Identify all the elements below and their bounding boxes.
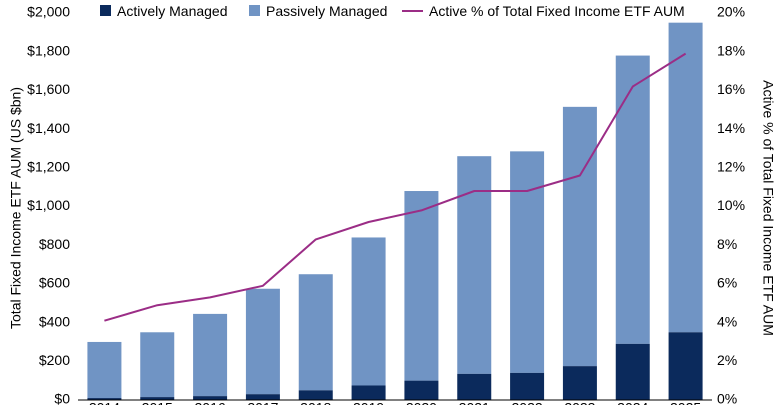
y2-axis-title-text: Active % of Total Fixed Income ETF AUM [760, 80, 776, 336]
bar-active-2022 [510, 372, 545, 400]
x-tick-label-2015: 2015 [142, 399, 173, 405]
y2-axis-title: Active % of Total Fixed Income ETF AUM [760, 80, 776, 336]
bar-passive-2019 [351, 237, 386, 386]
y-tick-label: $0 [54, 391, 70, 405]
bar-active-2017 [245, 394, 280, 400]
y2-tick-label: 16% [717, 81, 745, 97]
y-axis-title-text: Total Fixed Income ETF AUM (US $bn) [8, 87, 24, 329]
x-tick-label-2022: 2022 [512, 399, 543, 405]
bar-passive-2018 [298, 274, 333, 391]
y2-tick-label: 10% [717, 197, 745, 213]
x-tick-label-2014: 2014 [89, 399, 120, 405]
bar-active-2019 [351, 385, 386, 400]
bar-passive-2023 [562, 106, 597, 367]
bar-passive-2021 [457, 156, 492, 374]
x-tick-label-2025: 2025 [670, 399, 701, 405]
y-tick-label: $1,400 [27, 120, 70, 136]
x-tick-label-2021: 2021 [459, 399, 490, 405]
x-tick-label-2023: 2023 [564, 399, 595, 405]
x-tick-label-2018: 2018 [300, 399, 331, 405]
bar-active-2014 [87, 398, 122, 400]
x-tick-label-2017: 2017 [247, 399, 278, 405]
y-tick-label: $200 [39, 352, 70, 368]
bar-passive-2016 [193, 313, 228, 397]
legend: Actively Managed Passively Managed Activ… [100, 3, 685, 19]
y-tick-label: $1,800 [27, 42, 70, 58]
bar-passive-2022 [510, 151, 545, 373]
line-series-active-pct [104, 52, 687, 322]
bar-passive-2014 [87, 341, 122, 399]
y2-tick-label: 12% [717, 159, 745, 175]
y-tick-label: $1,000 [27, 197, 70, 213]
legend-swatch-active [100, 5, 111, 16]
x-tick-label-2020: 2020 [406, 399, 437, 405]
y2-tick-label: 20% [717, 4, 745, 20]
bar-active-2016 [193, 396, 228, 400]
plot-area: 2014 2015 2016 2017 2018 2019 2020 2021 2022 2023… [27, 4, 745, 405]
legend-label-passive: Passively Managed [266, 3, 387, 19]
bar-active-2024 [615, 343, 650, 400]
x-tick-label-2024: 2024 [617, 399, 648, 405]
bar-passive-2015 [140, 332, 175, 398]
bar-active-2018 [298, 390, 333, 400]
y-tick-label: $1,600 [27, 81, 70, 97]
y2-tick-label: 18% [717, 42, 745, 58]
bar-passive-2025 [668, 22, 703, 333]
y2-tick-label: 6% [717, 275, 737, 291]
y-tick-label: $400 [39, 313, 70, 329]
y-tick-label: $800 [39, 236, 70, 252]
legend-label-active: Actively Managed [117, 3, 228, 19]
x-tick-label-2016: 2016 [195, 399, 226, 405]
bar-passive-2017 [245, 288, 280, 395]
bar-active-2020 [404, 380, 439, 400]
bar-passive-2024 [615, 55, 650, 344]
y2-tick-label: 8% [717, 236, 737, 252]
y-tick-label: $2,000 [27, 4, 70, 20]
legend-label-line: Active % of Total Fixed Income ETF AUM [429, 3, 685, 19]
y-tick-label: $1,200 [27, 159, 70, 175]
bar-active-2025 [668, 332, 703, 400]
bar-active-2015 [140, 397, 175, 400]
legend-swatch-passive [249, 5, 260, 16]
y-axis-title: Total Fixed Income ETF AUM (US $bn) [8, 87, 24, 329]
y2-tick-label: 0% [717, 391, 737, 405]
y2-tick-label: 14% [717, 120, 745, 136]
bar-active-2023 [562, 366, 597, 400]
y-tick-label: $600 [39, 275, 70, 291]
y2-tick-label: 2% [717, 352, 737, 368]
bar-passive-2020 [404, 191, 439, 381]
bar-active-2021 [457, 373, 492, 400]
x-tick-label-2019: 2019 [353, 399, 384, 405]
y2-tick-label: 4% [717, 313, 737, 329]
